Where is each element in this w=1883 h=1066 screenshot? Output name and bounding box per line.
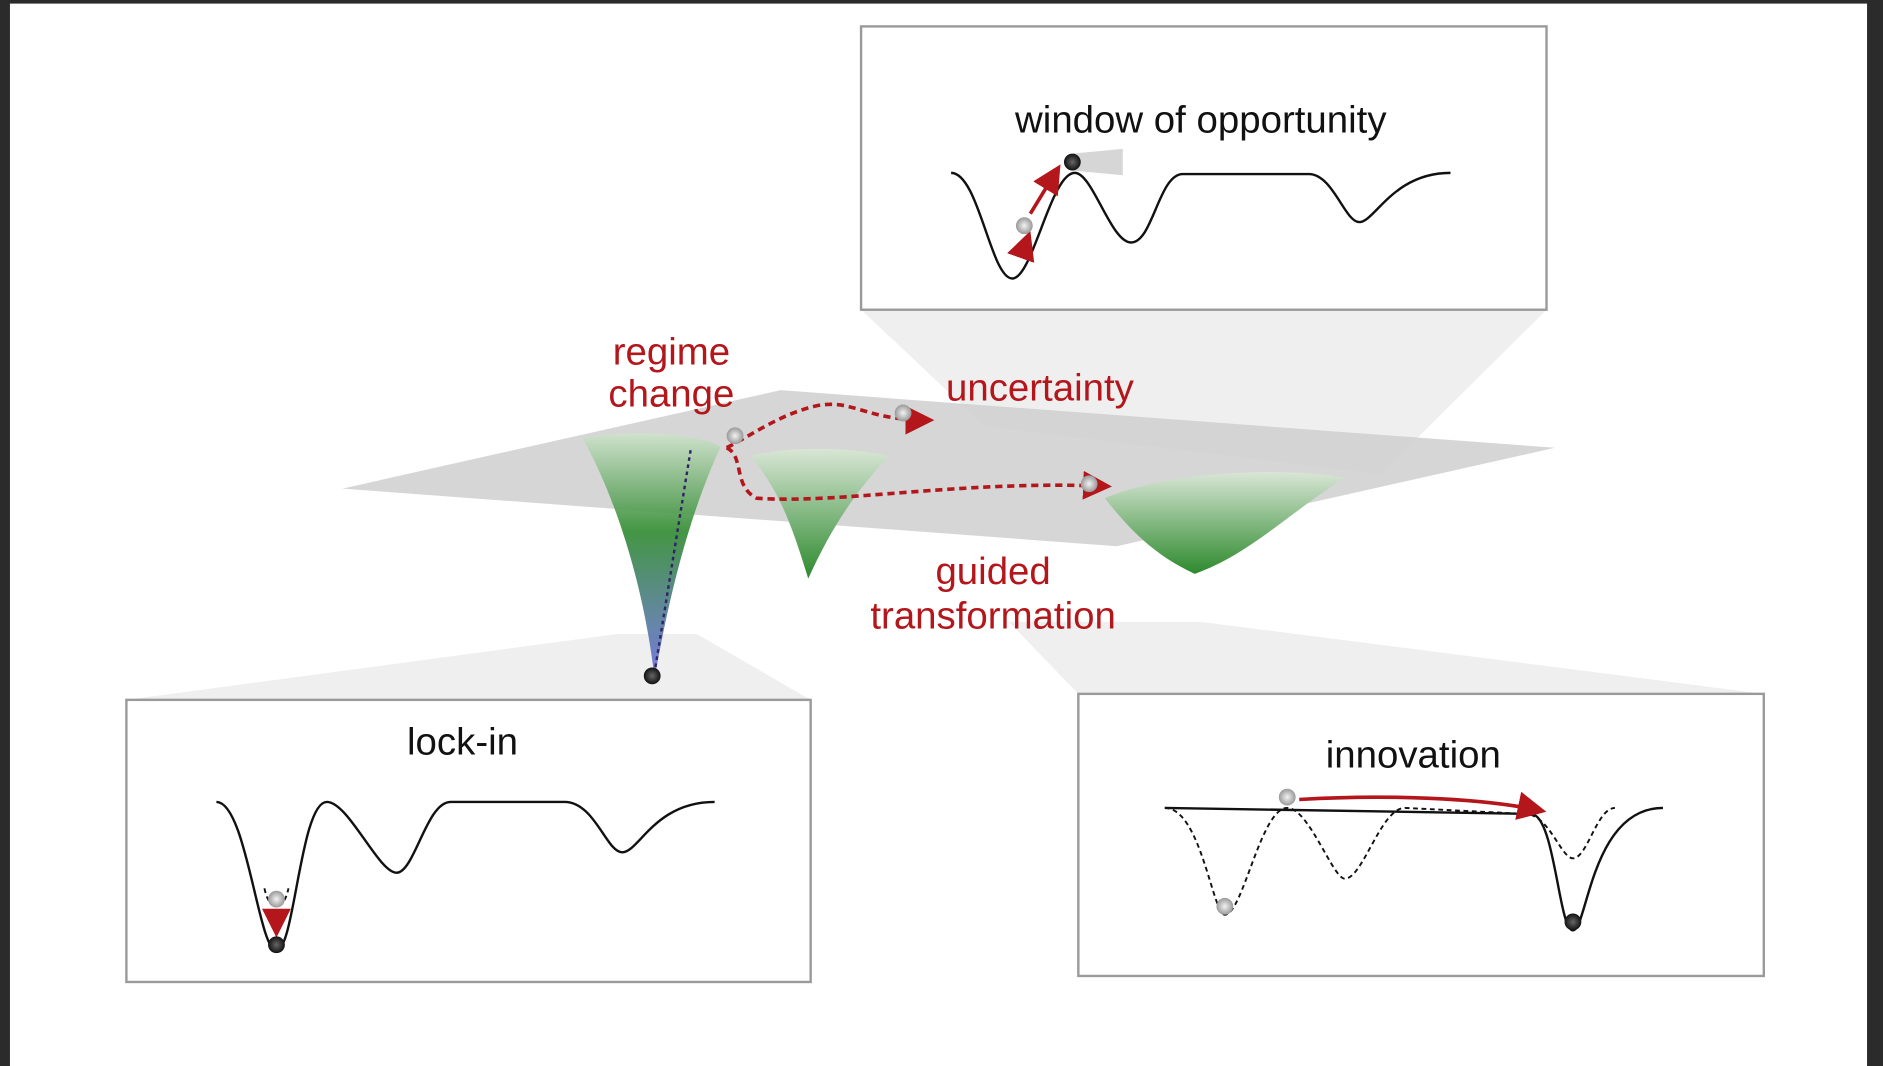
ball	[268, 891, 285, 908]
annotation: regime	[613, 330, 730, 373]
ball	[1216, 898, 1233, 915]
ball	[1016, 217, 1033, 234]
ball	[1565, 914, 1582, 931]
panel-title: lock-in	[407, 720, 518, 763]
ball	[1064, 154, 1081, 171]
annotation: transformation	[870, 594, 1115, 637]
ball	[1081, 475, 1098, 492]
annotation: guided	[935, 550, 1050, 593]
annotation: uncertainty	[946, 366, 1135, 409]
annotation: change	[608, 372, 734, 415]
ball	[895, 405, 912, 422]
panel-title: innovation	[1326, 734, 1501, 777]
ball	[727, 427, 744, 444]
diagram: regime change uncertainty guided transfo…	[0, 0, 1883, 1066]
ball	[268, 936, 285, 953]
panel	[861, 26, 1546, 309]
ball	[1279, 789, 1296, 806]
panel-title: window of opportunity	[1014, 99, 1387, 142]
ball	[644, 667, 661, 684]
